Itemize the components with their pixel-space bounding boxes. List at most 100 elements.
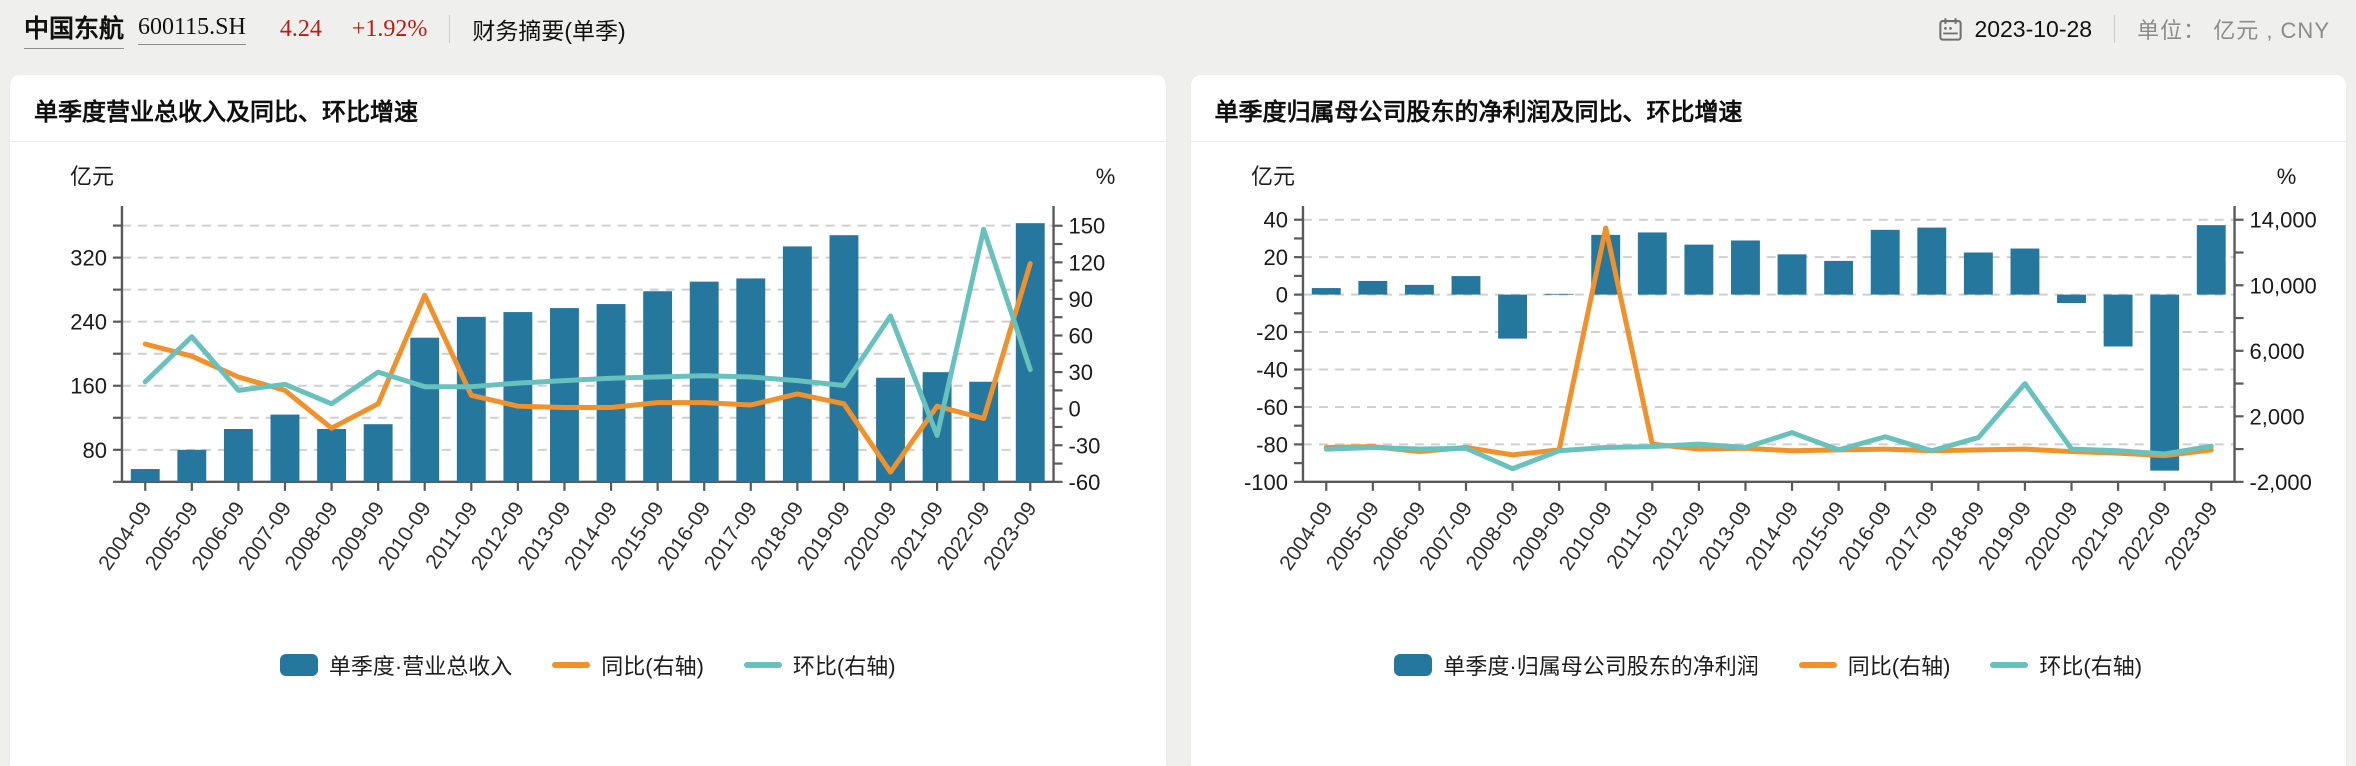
bar [1497,294,1527,339]
calendar-icon[interactable] [1937,16,1964,43]
bar [270,414,300,482]
yoy-line-swatch [1798,661,1837,668]
bar [1730,240,1760,295]
legend-label: 单季度·归属母公司股东的净利润 [1443,653,1759,679]
stock-change-percent: +1.92% [351,15,428,42]
bar [2009,248,2039,295]
svg-text:-30: -30 [1069,433,1101,458]
bar [876,377,905,482]
bar-swatch [1394,653,1433,676]
bar [782,246,812,482]
svg-text:0: 0 [1275,283,1287,308]
y-axis-right: -60 -30 0 30 60 90 120 150 [1053,214,1106,495]
bar [363,424,393,482]
header-divider-2 [2114,15,2116,43]
svg-text:10,000: 10,000 [2249,273,2316,298]
bar [829,235,859,482]
right-axis-unit: % [2276,164,2296,189]
qoq-line [1323,381,2214,472]
bar [2196,225,2226,295]
stock-code: 600115.SH [138,14,246,45]
legend-item-qoq[interactable]: 环比(右轴) [743,649,896,681]
revenue-chart: 80 160 240 320 -60 -30 0 30 60 90 120 150 亿元 % 2004-09… [70,164,1116,575]
legend-item-yoy[interactable]: 同比(右轴) [1798,649,1951,681]
svg-text:320: 320 [70,246,107,271]
bars-group [130,223,1045,482]
svg-text:90: 90 [1069,287,1093,312]
svg-text:-80: -80 [1256,432,1288,457]
profit-legend: 单季度·归属母公司股东的净利润 同比(右轴) 环比(右轴) [1191,649,2347,681]
right-axis-unit: % [1096,164,1116,189]
legend-item-profit-bar[interactable]: 单季度·归属母公司股东的净利润 [1394,649,1759,681]
legend-item-qoq[interactable]: 环比(右轴) [1990,649,2142,681]
svg-text:20: 20 [1263,245,1287,270]
revenue-panel: 单季度营业总收入及同比、环比增速 80 160 240 320 -60 -30 0 30 60 9… [10,75,1166,766]
legend-item-revenue-bar[interactable]: 单季度·营业总收入 [279,649,512,681]
left-axis-unit: 亿元 [1250,164,1294,189]
bar [1357,280,1387,295]
qoq-line-swatch [743,661,782,668]
x-axis: 2004-092005-092006-092007-092008-092009-… [1275,481,2222,574]
legend-item-yoy[interactable]: 同比(右轴) [552,649,704,681]
gridlines [121,224,1054,451]
bar [1404,284,1434,295]
bar [596,304,626,482]
svg-text:-100: -100 [1243,470,1287,495]
bars-group [1311,225,2226,471]
yoy-line-swatch [552,661,591,668]
bar [2149,294,2179,471]
bar-swatch [279,653,318,676]
profit-chart: -100 -80 -60 -40 -20 0 20 40 -2,000 2,000 6,000 10,… [1243,164,2316,575]
bar [1544,293,1574,295]
bar [550,308,579,482]
bar [969,381,999,482]
date-picker[interactable]: 2023-10-28 [1937,16,2092,43]
profit-panel-title: 单季度归属母公司股东的净利润及同比、环比增速 [1190,75,2346,142]
bar [1916,227,1946,295]
svg-text:-20: -20 [1256,320,1288,345]
svg-text:160: 160 [70,374,107,399]
header-right-group: 2023-10-28 单位： 亿元 , CNY [1937,13,2330,45]
bar [1683,244,1713,295]
legend-label: 环比(右轴) [792,653,896,679]
svg-text:60: 60 [1069,323,1093,348]
bar [643,291,673,482]
qoq-line-swatch [1990,661,2029,668]
svg-text:6,000: 6,000 [2249,339,2304,364]
stock-name: 中国东航 [24,9,125,49]
left-axis-unit: 亿元 [70,164,114,189]
report-date[interactable]: 2023-10-28 [1974,15,2093,42]
yoy-line [142,261,1033,475]
svg-text:240: 240 [70,310,107,335]
charts-row: 单季度营业总收入及同比、环比增速 80 160 240 320 -60 -30 0 30 60 9… [0,75,2356,766]
svg-text:-60: -60 [1256,395,1288,420]
svg-text:120: 120 [1069,250,1106,275]
y-axis-left: -100 -80 -60 -40 -20 0 20 40 [1243,208,1303,495]
bar [1870,229,1900,295]
svg-text:40: 40 [1263,208,1287,233]
report-type-label: 财务摘要(单季) [472,18,626,44]
svg-text:150: 150 [1069,214,1106,239]
revenue-legend: 单季度·营业总收入 同比(右轴) 环比(右轴) [10,649,1166,681]
bar [2103,294,2133,347]
y-axis-right: -2,000 2,000 6,000 10,000 14,000 [2234,208,2316,495]
svg-text:2,000: 2,000 [2249,404,2304,429]
svg-text:0: 0 [1069,397,1081,422]
svg-text:-60: -60 [1069,470,1101,495]
y-axis-left: 80 160 240 320 [70,224,122,483]
svg-text:-2,000: -2,000 [2249,470,2311,495]
bar [689,281,719,482]
bar [2056,294,2086,304]
bar [317,428,347,482]
bar [177,449,207,482]
bar [410,337,440,482]
profit-panel: 单季度归属母公司股东的净利润及同比、环比增速 -100 -80 -60 -40 -20 0… [1190,75,2347,766]
svg-text:14,000: 14,000 [2249,208,2316,233]
legend-label: 同比(右轴) [1847,653,1951,679]
stock-info-group: 中国东航 600115.SH 4.24 +1.92% 财务摘要(单季) [24,9,626,49]
unit-label: 单位： 亿元 , CNY [2137,18,2330,43]
x-axis: 2004-092005-092006-092007-092008-092009-… [94,481,1041,574]
legend-label: 同比(右轴) [601,653,704,679]
header-divider [449,15,451,43]
bar [1451,276,1480,295]
